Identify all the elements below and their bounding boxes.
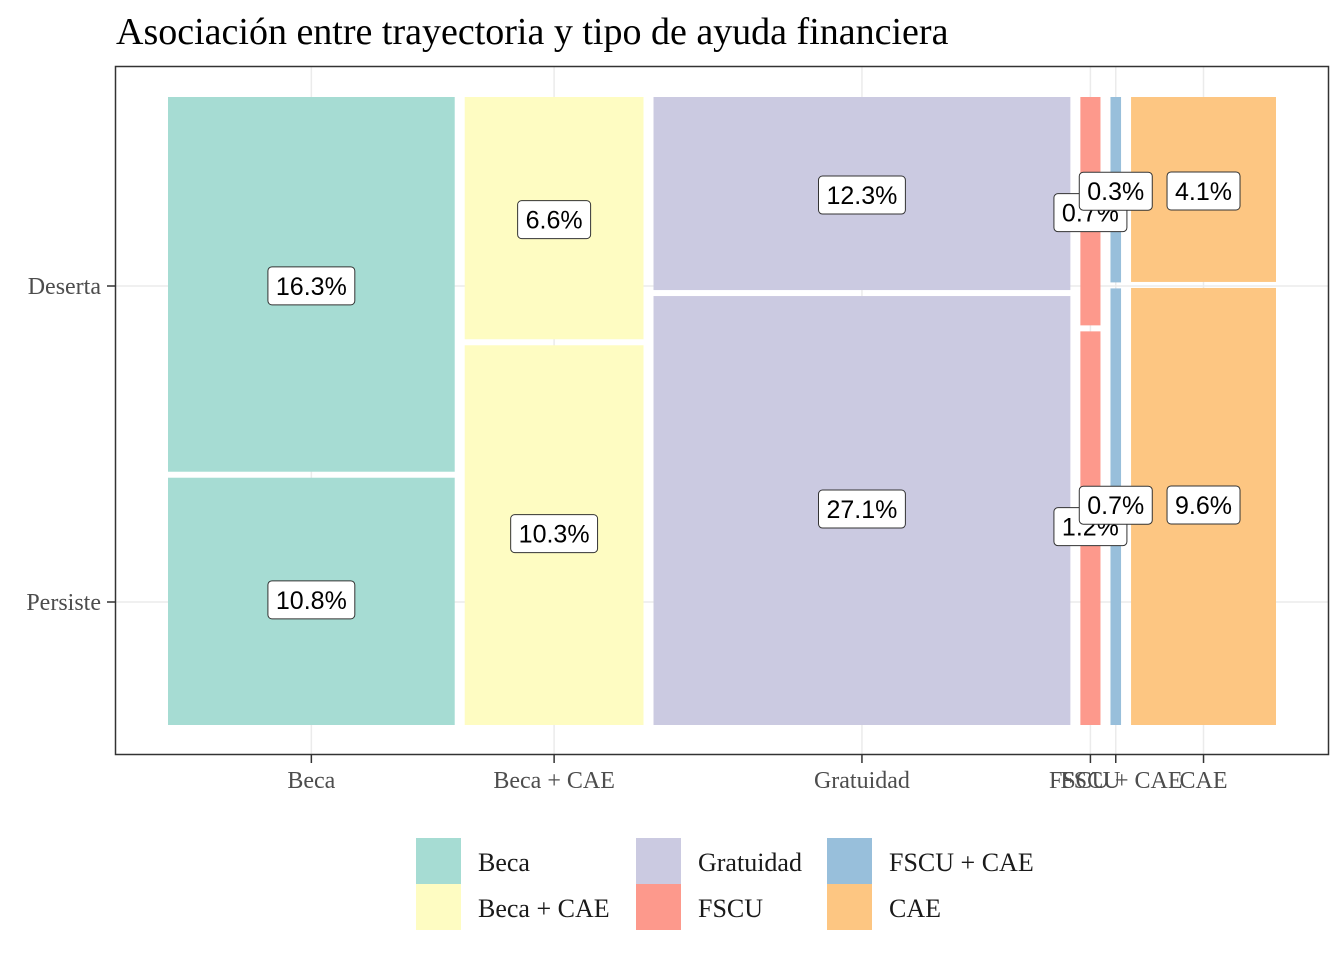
label-gratuidad-deserta: 12.3% — [818, 175, 906, 215]
legend-key-beca-cae — [416, 884, 461, 930]
chart-title: Asociación entre trayectoria y tipo de a… — [116, 11, 949, 53]
label-beca-cae-persiste: 10.3% — [510, 514, 599, 554]
x-tick-label-fscu-cae: FSCU + CAE — [1049, 768, 1183, 794]
label-gratuidad-persiste-box — [818, 489, 906, 529]
label-gratuidad-deserta-box — [818, 175, 906, 215]
legend-label-beca-cae: Beca + CAE — [478, 894, 610, 923]
legend-key-fscu — [636, 884, 681, 930]
legend-label-fscu: FSCU — [698, 894, 763, 923]
legend-key-gratuidad — [636, 838, 681, 884]
x-tick-label-beca: Beca — [287, 768, 335, 794]
label-beca-persiste: 10.8% — [267, 580, 356, 620]
label-beca-cae-persiste-box — [510, 514, 599, 554]
x-tick-label-gratuidad: Gratuidad — [814, 768, 910, 794]
y-tick-label-persiste: Persiste — [26, 590, 101, 616]
label-gratuidad-deserta-text: 12.3% — [827, 182, 898, 210]
label-fscu-cae-deserta-text: 0.3% — [1087, 178, 1144, 206]
label-fscu-cae-persiste-text: 0.7% — [1087, 492, 1144, 520]
label-gratuidad-persiste-text: 27.1% — [827, 496, 898, 524]
label-cae-deserta-box — [1166, 171, 1241, 211]
x-tick-label-fscu: FSCU — [1060, 768, 1120, 794]
x-tick-label-beca-cae: Beca + CAE — [493, 768, 615, 794]
y-tick-label-deserta: Deserta — [28, 274, 102, 300]
label-fscu-cae-deserta-box — [1078, 171, 1153, 211]
label-beca-cae-deserta-box — [517, 200, 592, 240]
label-beca-deserta-text: 16.3% — [276, 273, 347, 301]
label-cae-persiste: 9.6% — [1166, 485, 1241, 525]
legend: Beca Beca + CAE Gratuidad FSCU FSCU + CAE CAE — [416, 838, 1034, 930]
label-beca-persiste-text: 10.8% — [276, 587, 347, 615]
label-cae-persiste-box — [1166, 485, 1241, 525]
label-beca-deserta-box — [267, 266, 356, 306]
label-cae-deserta: 4.1% — [1166, 171, 1241, 211]
label-cae-deserta-text: 4.1% — [1175, 178, 1232, 206]
label-beca-cae-deserta: 6.6% — [517, 200, 592, 240]
label-beca-cae-persiste-text: 10.3% — [519, 521, 590, 549]
label-cae-persiste-text: 9.6% — [1175, 492, 1232, 520]
label-fscu-cae-persiste-box — [1078, 485, 1153, 525]
data-labels: 16.3%10.8%6.6%10.3%12.3%27.1%0.7%1.2%0.3… — [267, 171, 1241, 620]
legend-key-beca — [416, 838, 461, 884]
legend-label-gratuidad: Gratuidad — [698, 848, 802, 877]
x-tick-label-cae: CAE — [1180, 768, 1228, 794]
label-beca-persiste-box — [267, 580, 356, 620]
label-fscu-cae-persiste: 0.7% — [1078, 485, 1153, 525]
label-gratuidad-persiste: 27.1% — [818, 489, 906, 529]
label-beca-cae-deserta-text: 6.6% — [526, 207, 583, 235]
legend-label-beca: Beca — [478, 848, 530, 877]
legend-label-cae: CAE — [889, 894, 941, 923]
label-beca-deserta: 16.3% — [267, 266, 356, 306]
legend-label-fscu-cae: FSCU + CAE — [889, 848, 1034, 877]
axes: Deserta Persiste Beca Beca + CAE Gratuidad FS… — [26, 274, 1227, 794]
legend-key-cae — [827, 884, 872, 930]
legend-key-fscu-cae — [827, 838, 872, 884]
label-fscu-cae-deserta: 0.3% — [1078, 171, 1153, 211]
panel-border — [114, 65, 1330, 756]
